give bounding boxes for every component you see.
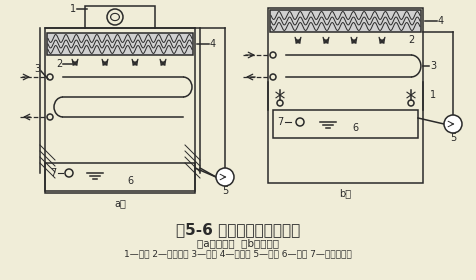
Bar: [273, 110, 418, 138]
Circle shape: [444, 115, 462, 133]
Text: 4: 4: [210, 39, 216, 49]
Text: 5: 5: [222, 186, 228, 196]
Text: 3: 3: [34, 64, 40, 74]
Text: 6: 6: [352, 123, 358, 133]
Text: 4: 4: [438, 16, 444, 26]
Text: 1: 1: [430, 90, 436, 100]
Text: 2: 2: [56, 59, 62, 69]
Text: 3: 3: [430, 61, 436, 71]
Text: 7: 7: [277, 117, 283, 127]
Text: a）: a）: [114, 198, 126, 208]
Text: 1—风机 2—淋水装置 3—盘管 4—挡水板 5—水泵 6—水盘 7—浮球阀补水: 1—风机 2—淋水装置 3—盘管 4—挡水板 5—水泵 6—水盘 7—浮球阀补水: [124, 249, 352, 258]
Bar: [270, 10, 421, 32]
Bar: [47, 33, 193, 55]
Text: 6: 6: [127, 176, 133, 186]
Text: b）: b）: [339, 188, 351, 198]
Text: 1: 1: [70, 4, 76, 14]
Text: （a）吸入式  （b）压送式: （a）吸入式 （b）压送式: [197, 238, 279, 248]
Text: 图5-6 蒸发式冷凝器示意图: 图5-6 蒸发式冷凝器示意图: [176, 222, 300, 237]
Bar: [45, 28, 195, 193]
Bar: [85, 6, 155, 28]
Text: 5: 5: [450, 133, 456, 143]
Bar: [45, 163, 195, 191]
Text: 7: 7: [50, 168, 56, 178]
Circle shape: [216, 168, 234, 186]
Text: 2: 2: [408, 35, 414, 45]
Bar: [268, 8, 423, 183]
